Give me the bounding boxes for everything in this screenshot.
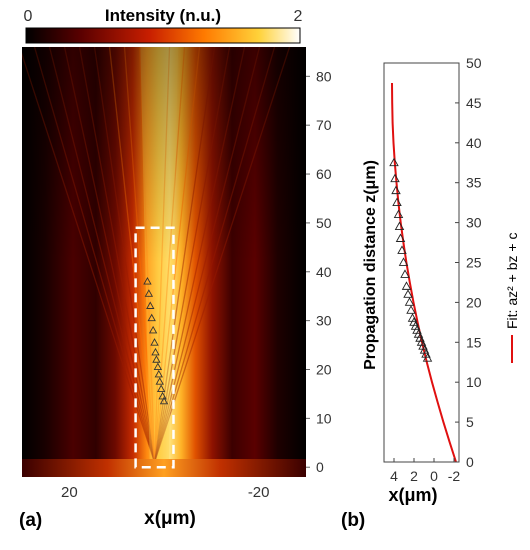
panel-b-y-tick-label: 35 xyxy=(466,175,482,191)
panel-a-ticks: 0 10 20 30 40 50 60 70 80 20 -20 xyxy=(61,68,332,501)
panel-b-triangle-marker xyxy=(398,257,409,266)
panel-b-y-tick-label: 50 xyxy=(466,55,482,71)
panel-b-triangle-marker xyxy=(422,353,433,362)
panel-a-triangle-marker xyxy=(144,289,154,297)
panel-a-y-tick-label: 10 xyxy=(316,410,332,426)
panel-b-triangle-marker xyxy=(391,185,401,195)
panel-b-triangle-marker xyxy=(401,281,412,290)
panel-a-label: (a) xyxy=(19,510,42,531)
panel-a-triangle-marker xyxy=(154,369,163,378)
panel-a-triangle-marker xyxy=(150,338,159,346)
panel-b-y-tick-label: 10 xyxy=(466,374,482,390)
panel-b-triangle-marker xyxy=(397,245,407,254)
panel-b-triangle-marker xyxy=(403,289,413,298)
panel-b-y-tick-label: 5 xyxy=(466,414,474,430)
panel-b-triangle-marker xyxy=(393,209,404,219)
panel-b-triangle-marker xyxy=(395,233,406,242)
panel-a-y-tick-label: 0 xyxy=(316,459,324,475)
panel-b-x-tick-label: 2 xyxy=(410,468,418,484)
panel-a-triangle-marker xyxy=(152,355,161,363)
panel-b-x-tick-label: -2 xyxy=(448,468,461,484)
heatmap-top-fade xyxy=(22,47,306,477)
panel-a-triangle-marker xyxy=(156,384,166,393)
panel-a-y-tick-label: 80 xyxy=(316,68,332,84)
panel-a-triangle-marker xyxy=(151,347,160,356)
panel-b-y-tick-label: 30 xyxy=(466,215,482,231)
panel-a-y-tick-label: 60 xyxy=(316,166,332,182)
panel-b-y-tick-label: 45 xyxy=(466,95,482,111)
panel-b-triangle-marker xyxy=(389,157,399,167)
legend: Fit: az² + bz + c xyxy=(504,233,520,363)
panel-a-triangle-marker xyxy=(153,362,163,371)
panel-b-triangle-marker xyxy=(390,173,400,183)
panel-b-xlabel: x(μm) xyxy=(388,485,437,505)
colorbar xyxy=(25,27,301,44)
panel-a-y-tick-label: 20 xyxy=(316,362,332,378)
fit-line xyxy=(391,82,457,463)
colorbar-title: Intensity (n.u.) xyxy=(105,6,221,25)
panel-a-triangle-marker xyxy=(155,377,164,385)
panel-b-label: (b) xyxy=(341,510,365,531)
panel-a-plot xyxy=(134,226,175,469)
panel-b-triangle-marker xyxy=(406,305,416,314)
legend-fit-label: Fit: az² + bz + c xyxy=(504,233,520,329)
panel-a-y-tick-label: 40 xyxy=(316,264,332,280)
heatmap-panel xyxy=(22,47,306,477)
panel-b-y-tick-label: 0 xyxy=(466,454,474,470)
panel-a-triangle-marker xyxy=(147,313,156,322)
panel-b-y-tick-label: 20 xyxy=(466,294,482,310)
panel-b-y-tick-label: 15 xyxy=(466,334,482,350)
panel-b-ylabel: Propagation distance z(μm) xyxy=(362,160,379,370)
panel-a-triangle-marker xyxy=(148,325,158,334)
panel-b-axes-frame xyxy=(383,62,460,463)
colorbar-max-label: 2 xyxy=(294,8,303,25)
panel-b-x-tick-label: 0 xyxy=(430,468,438,484)
panel-b-plot xyxy=(389,82,457,463)
colorbar-min-label: 0 xyxy=(24,8,33,25)
panel-b-triangle-marker xyxy=(392,197,402,207)
panel-b-triangle-marker xyxy=(394,221,405,230)
panel-a-triangle-marker xyxy=(143,277,152,285)
dashed-box xyxy=(134,226,175,469)
panel-b-x-tick-label: 4 xyxy=(390,468,398,484)
panel-b-triangle-marker xyxy=(404,297,415,306)
panel-b-y-tick-label: 40 xyxy=(466,135,482,151)
panel-a-y-tick-label: 70 xyxy=(316,117,332,133)
panel-a-y-tick-label: 50 xyxy=(316,215,332,231)
panel-a-xlabel: x(μm) xyxy=(144,508,196,529)
panel-a-y-tick-label: 30 xyxy=(316,313,332,329)
panel-b-triangle-marker xyxy=(400,269,410,278)
panel-a-x-tick-label: 20 xyxy=(61,484,78,501)
panel-a-triangle-marker xyxy=(146,301,155,309)
panel-b-y-tick-label: 25 xyxy=(466,255,482,271)
panel-a-triangle-marker xyxy=(159,396,169,405)
panel-a-triangle-marker xyxy=(158,391,167,400)
panel-a-x-tick-label: -20 xyxy=(248,484,270,501)
